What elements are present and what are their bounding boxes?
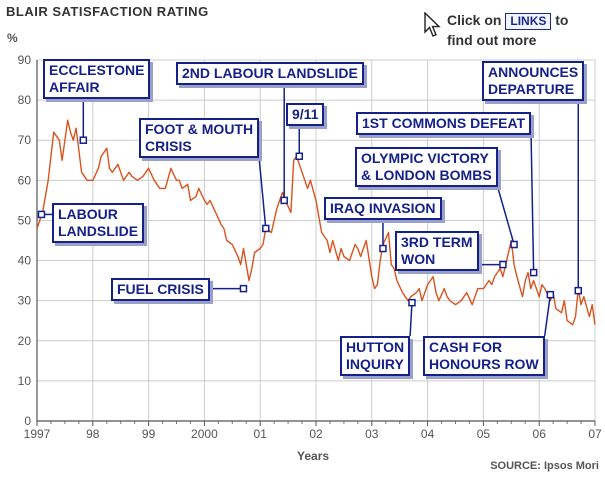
hint-prefix: Click on <box>447 12 502 28</box>
annotation-marker <box>574 286 583 295</box>
x-tick-label: 06 <box>533 427 547 441</box>
links-hint: Click on LINKS to find out more <box>424 10 569 50</box>
annotation-leader <box>543 294 552 337</box>
annotation-marker <box>546 290 555 299</box>
pointer-cursor-icon <box>424 12 441 37</box>
annotation-marker <box>408 298 416 307</box>
x-tick-label: 99 <box>142 427 156 441</box>
annotation-text: OLYMPIC VICTORY <box>361 150 489 166</box>
x-tick-label: 07 <box>588 427 602 441</box>
y-tick-label: 60 <box>18 173 32 187</box>
annotation-text: WON <box>401 251 436 267</box>
annotation-text: HONOURS ROW <box>429 356 539 372</box>
annotation-label[interactable]: IRAQ INVASION <box>324 197 442 220</box>
annotation-text: CASH FOR <box>429 339 503 355</box>
annotation-marker <box>379 244 387 253</box>
series-line <box>36 119 596 326</box>
annotation-marker <box>239 284 248 293</box>
y-tick-label: 90 <box>18 53 32 67</box>
source-credit: SOURCE: Ipsos Mori <box>490 460 599 472</box>
links-button[interactable]: LINKS <box>505 13 552 30</box>
annotation-text: CRISIS <box>145 138 192 154</box>
y-tick-label: 0 <box>24 414 31 428</box>
annotation-text: ANNOUNCES <box>488 64 579 80</box>
annotation-marker <box>499 260 507 269</box>
y-tick-label: 20 <box>18 334 32 348</box>
y-tick-label: 50 <box>18 213 32 227</box>
annotation-text: ECCLESTONE <box>49 62 145 78</box>
annotation-text: 9/11 <box>292 106 319 122</box>
x-tick-label: 01 <box>254 427 268 441</box>
x-tick-label: 02 <box>309 427 323 441</box>
x-tick-label: 98 <box>86 427 100 441</box>
annotation-marker <box>37 210 46 219</box>
annotation-label[interactable]: 3RD TERM WON <box>395 231 479 271</box>
x-tick-label: 05 <box>477 427 491 441</box>
annotation-marker <box>295 152 304 161</box>
annotation-label[interactable]: 1ST COMMONS DEFEAT <box>356 112 532 135</box>
y-axis-unit: % <box>7 31 18 45</box>
annotation-label[interactable]: ANNOUNCES DEPARTURE <box>482 61 585 101</box>
y-tick-label: 10 <box>18 374 32 388</box>
annotation-leader <box>530 134 535 273</box>
annotation-leader <box>409 302 413 337</box>
y-tick-label: 30 <box>18 294 32 308</box>
hint-line2: find out more <box>447 32 537 48</box>
x-axis-title: Years <box>297 449 330 463</box>
annotation-text: 3RD TERM <box>401 234 473 250</box>
annotation-label[interactable]: CASH FOR HONOURS ROW <box>423 336 545 376</box>
annotation-text: 1ST COMMONS DEFEAT <box>362 115 526 131</box>
annotation-label[interactable]: 9/11 <box>286 103 325 126</box>
annotation-marker <box>510 240 518 249</box>
y-tick-label: 40 <box>18 254 32 268</box>
annotation-text: HUTTON <box>346 339 405 355</box>
annotation-text: LABOUR <box>58 206 118 222</box>
annotation-label[interactable]: FOOT & MOUTH CRISIS <box>139 118 260 158</box>
annotation-label[interactable]: OLYMPIC VICTORY & LONDON BOMBS <box>355 147 498 187</box>
annotation-text: FOOT & MOUTH <box>145 121 254 137</box>
hint-suffix: to <box>555 12 569 28</box>
annotation-text: IRAQ INVASION <box>330 200 436 216</box>
annotation-marker <box>280 196 288 205</box>
annotation-text: LANDSLIDE <box>58 223 139 239</box>
x-tick-label: 03 <box>365 427 379 441</box>
annotation-marker <box>262 224 270 233</box>
x-tick-label: 2000 <box>191 427 218 441</box>
annotation-marker <box>529 268 538 277</box>
annotation-text: FUEL CRISIS <box>117 281 204 297</box>
annotation-text: AFFAIR <box>49 79 100 95</box>
annotation-label[interactable]: FUEL CRISIS <box>111 278 210 301</box>
x-tick-label: 04 <box>421 427 435 441</box>
annotation-text: INQUIRY <box>346 356 404 372</box>
annotation-text: & LONDON BOMBS <box>361 167 492 183</box>
annotation-leader <box>496 186 515 245</box>
x-tick-label: 1997 <box>24 427 51 441</box>
annotation-label[interactable]: HUTTON INQUIRY <box>340 336 411 376</box>
annotation-marker <box>79 136 88 144</box>
chart-title: BLAIR SATISFACTION RATING <box>6 4 209 19</box>
annotation-label[interactable]: LABOUR LANDSLIDE <box>52 203 145 243</box>
y-tick-label: 80 <box>18 93 32 107</box>
y-tick-label: 70 <box>18 133 32 147</box>
annotation-text: 2ND LABOUR LANDSLIDE <box>182 65 358 81</box>
annotation-label[interactable]: 2ND LABOUR LANDSLIDE <box>176 62 364 85</box>
annotation-text: DEPARTURE <box>488 81 575 97</box>
annotation-leader <box>258 157 267 229</box>
annotation-label[interactable]: ECCLESTONE AFFAIR <box>43 59 151 99</box>
